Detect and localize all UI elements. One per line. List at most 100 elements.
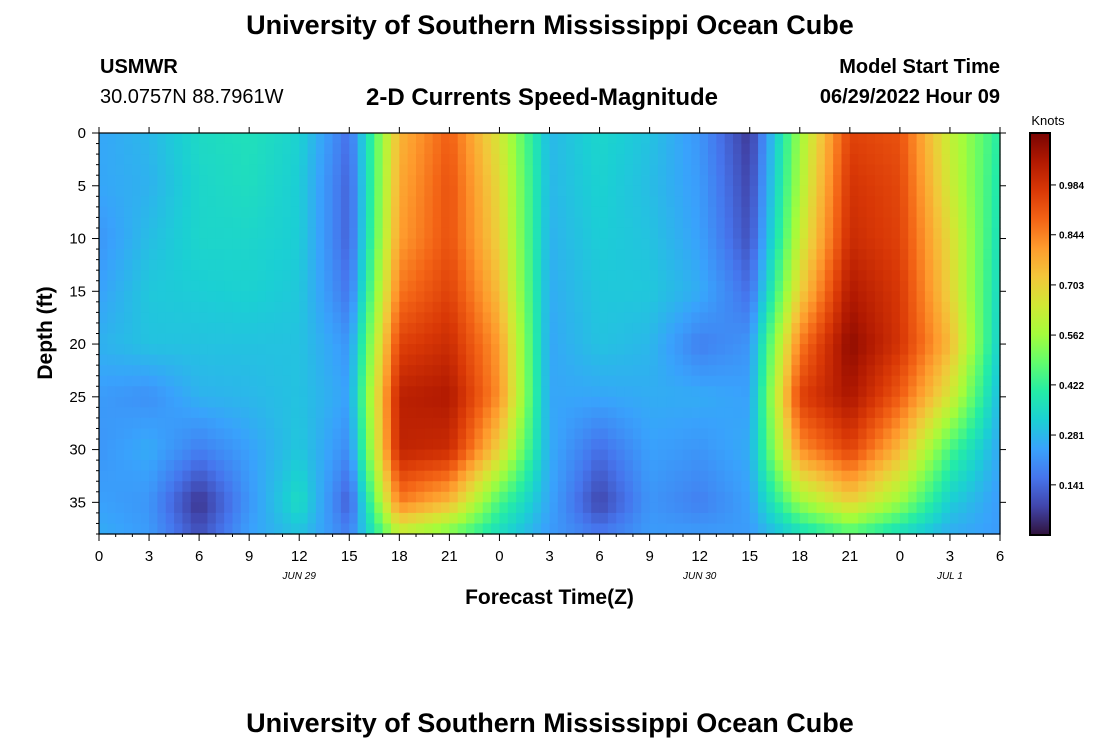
heatmap-cell (908, 375, 918, 387)
heatmap-cell (307, 154, 317, 166)
heatmap-cell (332, 481, 342, 493)
heatmap-cell (374, 439, 384, 451)
heatmap-cell (566, 206, 576, 219)
heatmap-cell (215, 344, 225, 356)
heatmap-cell (107, 333, 117, 345)
heatmap-cell (791, 185, 801, 197)
heatmap-cell (799, 354, 809, 366)
heatmap-cell (783, 301, 793, 313)
heatmap-cell (941, 175, 951, 187)
colorbar-tick-label: 0.281 (1059, 431, 1084, 442)
heatmap-cell (374, 417, 384, 430)
heatmap-cell (332, 449, 342, 461)
heatmap-cell (649, 333, 659, 345)
heatmap-cell (974, 523, 984, 535)
heatmap-cell (207, 344, 217, 356)
heatmap-cell (232, 249, 242, 261)
heatmap-cell (774, 470, 784, 482)
heatmap-cell (599, 196, 609, 208)
heatmap-cell (724, 470, 734, 482)
heatmap-cell (674, 322, 684, 335)
heatmap-cell (516, 217, 526, 229)
heatmap-cell (632, 280, 642, 292)
heatmap-cell (516, 312, 526, 324)
heatmap-cell (340, 154, 350, 166)
heatmap-cell (858, 280, 868, 292)
heatmap-cell (949, 217, 959, 229)
heatmap-cell (574, 460, 584, 472)
heatmap-cell (682, 523, 692, 535)
heatmap-cell (107, 227, 117, 240)
heatmap-cell (599, 312, 609, 324)
heatmap-cell (874, 470, 884, 482)
heatmap-cell (616, 322, 626, 335)
heatmap-cell (799, 481, 809, 493)
heatmap-cell (966, 375, 976, 387)
heatmap-cell (132, 301, 142, 313)
heatmap-cell (132, 375, 142, 387)
heatmap-cell (866, 217, 876, 229)
heatmap-cell (190, 396, 200, 408)
heatmap-cell (983, 291, 993, 303)
heatmap-cell (224, 217, 234, 229)
x-tick-label: 3 (946, 548, 954, 565)
heatmap-cell (941, 502, 951, 514)
heatmap-cell (949, 164, 959, 176)
heatmap-cell (149, 375, 158, 387)
heatmap-cell (207, 375, 217, 387)
heatmap-cell (382, 206, 392, 219)
heatmap-cell (474, 449, 484, 461)
heatmap-cell (215, 449, 225, 461)
heatmap-cell (424, 249, 434, 261)
heatmap-cell (416, 217, 425, 229)
heatmap-cell (140, 133, 150, 145)
heatmap-cell (107, 249, 117, 261)
heatmap-cell (232, 396, 242, 408)
heatmap-cell (883, 280, 893, 292)
heatmap-cell (182, 175, 192, 187)
heatmap-cell (666, 259, 676, 271)
heatmap-cell (858, 291, 868, 303)
heatmap-cell (374, 512, 384, 525)
heatmap-cell (966, 449, 976, 461)
heatmap-cell (783, 175, 793, 187)
heatmap-cell (783, 396, 793, 408)
heatmap-cell (474, 133, 484, 145)
heatmap-cell (966, 523, 976, 535)
heatmap-cell (874, 491, 884, 503)
heatmap-cell (716, 322, 726, 335)
heatmap-cell (541, 175, 551, 187)
heatmap-cell (274, 185, 284, 197)
heatmap-cell (682, 407, 692, 419)
heatmap-cell (908, 322, 918, 335)
heatmap-cell (182, 259, 192, 271)
heatmap-cell (591, 365, 601, 377)
heatmap-cell (140, 481, 150, 493)
heatmap-cell (399, 386, 409, 398)
heatmap-cell (240, 143, 250, 155)
heatmap-cell (974, 481, 984, 493)
heatmap-cell (174, 322, 184, 335)
heatmap-cell (215, 280, 225, 292)
heatmap-cell (891, 227, 901, 240)
heatmap-cell (399, 196, 409, 208)
heatmap-cell (332, 259, 342, 271)
heatmap-cell (324, 481, 334, 493)
heatmap-cell (524, 143, 534, 155)
heatmap-cell (441, 164, 450, 176)
heatmap-cell (724, 259, 734, 271)
heatmap-cell (808, 407, 818, 419)
heatmap-cell (899, 270, 909, 282)
heatmap-cell (991, 185, 1001, 197)
heatmap-cell (649, 449, 659, 461)
heatmap-cell (883, 291, 893, 303)
heatmap-cell (991, 301, 1001, 313)
heatmap-cell (499, 460, 509, 472)
heatmap-cell (115, 354, 125, 366)
heatmap-cell (165, 185, 175, 197)
heatmap-cell (532, 133, 542, 145)
heatmap-cell (716, 291, 726, 303)
heatmap-cell (733, 428, 742, 440)
heatmap-cell (357, 217, 367, 229)
heatmap-cell (124, 217, 133, 229)
